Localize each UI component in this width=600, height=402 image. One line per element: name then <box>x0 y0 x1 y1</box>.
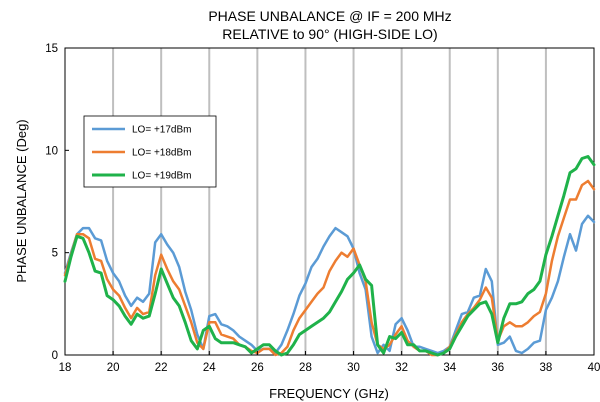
x-tick-label-34: 34 <box>443 362 456 374</box>
x-tick-label-26: 26 <box>251 362 264 374</box>
y-tick-label-5: 5 <box>52 248 58 260</box>
x-tick-label-38: 38 <box>540 362 553 374</box>
y-tick-label-10: 10 <box>45 145 58 157</box>
x-tick-label-22: 22 <box>155 362 168 374</box>
x-tick-label-30: 30 <box>347 362 360 374</box>
x-tick-label-28: 28 <box>299 362 312 374</box>
y-axis-label: PHASE UNBALANCE (Deg) <box>14 119 29 282</box>
chart-subtitle: RELATIVE to 90° (HIGH-SIDE LO) <box>222 26 437 42</box>
chart-title: PHASE UNBALANCE @ IF = 200 MHz <box>208 8 451 24</box>
series-line-2 <box>65 181 594 355</box>
plot-area-frame <box>65 48 594 355</box>
x-tick-label-36: 36 <box>491 362 504 374</box>
x-tick-label-18: 18 <box>59 362 72 374</box>
x-axis-label: FREQUENCY (GHz) <box>269 386 389 401</box>
legend-label-1: LO= +17dBm <box>132 125 191 136</box>
y-tick-label-15: 15 <box>45 43 58 55</box>
legend-label-2: LO= +18dBm <box>132 148 191 159</box>
x-tick-label-24: 24 <box>203 362 216 374</box>
series-line-1 <box>65 216 594 353</box>
legend-label-3: LO= +19dBm <box>132 171 191 182</box>
legend: LO= +17dBm LO= +18dBm LO= +19dBm <box>84 116 216 187</box>
y-tick-label-0: 0 <box>52 350 58 362</box>
axis-ticks: 18 20 22 24 26 28 30 32 34 36 38 40 0 5 10 15 <box>45 43 600 374</box>
grid-lines <box>113 48 546 355</box>
x-tick-label-20: 20 <box>107 362 120 374</box>
x-tick-label-32: 32 <box>395 362 408 374</box>
x-tick-label-40: 40 <box>588 362 600 374</box>
